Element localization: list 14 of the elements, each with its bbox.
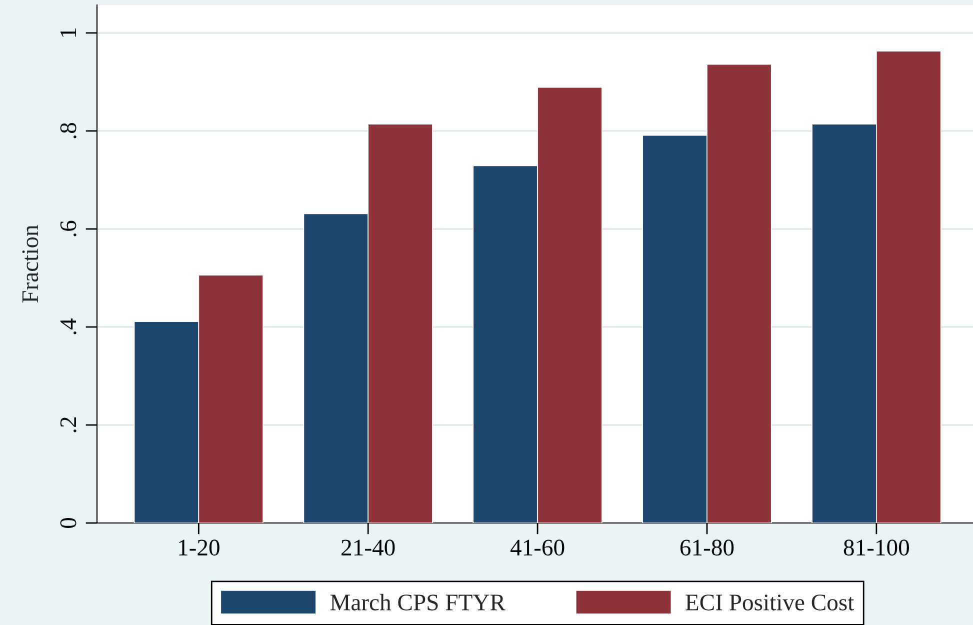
x-tick-label: 1-20 bbox=[179, 540, 220, 556]
y-tick-label: .4 bbox=[60, 318, 76, 334]
x-tick-label: 21-40 bbox=[342, 540, 395, 556]
legend-label: March CPS FTYR bbox=[330, 594, 506, 610]
x-tick-label: 61-80 bbox=[680, 540, 734, 556]
legend-label: ECI Positive Cost bbox=[686, 594, 854, 610]
y-tick-label: .2 bbox=[60, 417, 76, 432]
y-tick-label: .8 bbox=[60, 122, 76, 138]
x-tick-label: 41-60 bbox=[510, 540, 564, 556]
x-tick-label: 81-100 bbox=[844, 540, 909, 556]
y-tick-label: 0 bbox=[60, 518, 76, 528]
y-axis-title: Fraction bbox=[22, 225, 38, 303]
y-tick-label: .6 bbox=[60, 220, 76, 236]
y-tick-label: 1 bbox=[60, 28, 76, 37]
